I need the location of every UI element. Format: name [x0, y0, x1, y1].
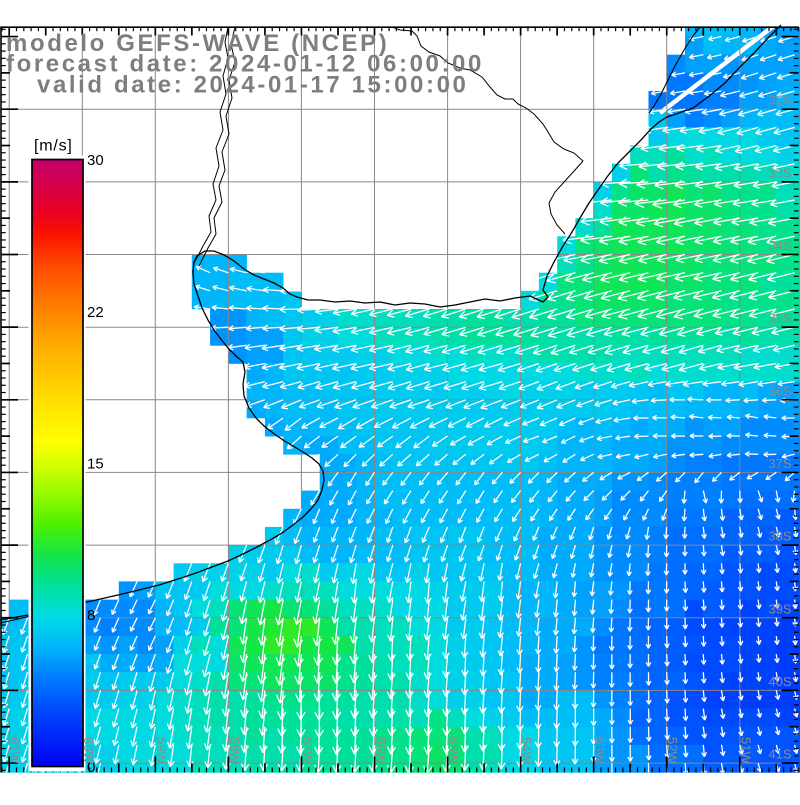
svg-text:[m/s]: [m/s]	[34, 138, 73, 155]
svg-text:56W: 56W	[373, 737, 388, 764]
svg-text:36S: 36S	[768, 383, 791, 398]
svg-text:61W: 61W	[8, 737, 23, 764]
svg-text:33S: 33S	[768, 165, 791, 180]
svg-text:60W: 60W	[81, 737, 96, 764]
svg-text:37S: 37S	[768, 456, 791, 471]
svg-text:53W: 53W	[592, 737, 607, 764]
svg-text:51W: 51W	[738, 737, 753, 764]
svg-text:30: 30	[87, 152, 104, 169]
svg-text:59W: 59W	[154, 737, 169, 764]
svg-text:valid date: 2024-01-17 15:00:0: valid date: 2024-01-17 15:00:00	[37, 72, 468, 99]
svg-text:39S: 39S	[768, 601, 791, 616]
svg-text:54W: 54W	[519, 737, 534, 764]
svg-text:41S: 41S	[768, 747, 791, 762]
svg-text:32S: 32S	[768, 93, 791, 108]
svg-text:52W: 52W	[665, 737, 680, 764]
svg-text:57W: 57W	[300, 737, 315, 764]
svg-text:34S: 34S	[768, 238, 791, 253]
svg-text:22: 22	[87, 304, 104, 321]
svg-text:35S: 35S	[768, 311, 791, 326]
svg-text:15: 15	[87, 456, 104, 473]
svg-text:58W: 58W	[227, 737, 242, 764]
svg-text:8: 8	[87, 607, 95, 624]
svg-text:40S: 40S	[768, 674, 791, 689]
svg-text:55W: 55W	[446, 737, 461, 764]
svg-text:38S: 38S	[768, 529, 791, 544]
